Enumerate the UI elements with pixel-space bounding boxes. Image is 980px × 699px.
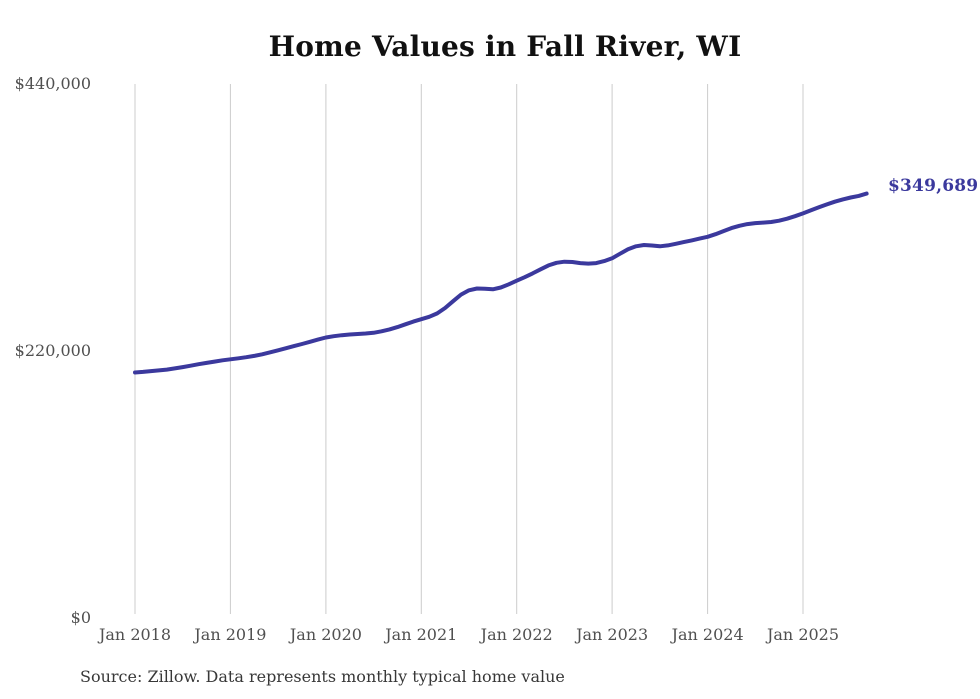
y-tick-label: $0 [70,608,91,627]
source-note: Source: Zillow. Data represents monthly … [80,667,565,686]
x-tick-label: Jan 2018 [98,625,172,644]
latest-value-label: $349,689 [888,176,979,196]
x-tick-label: Jan 2023 [576,625,649,644]
x-tick-label: Jan 2022 [480,625,553,644]
chart-title: Home Values in Fall River, WI [268,30,742,63]
x-tick-label: Jan 2024 [671,625,744,644]
y-tick-label: $440,000 [14,74,91,93]
home-value-line [133,191,869,375]
x-tick-label: Jan 2025 [766,625,840,644]
x-tick-label: Jan 2019 [194,625,267,644]
vertical-gridlines [134,84,804,614]
y-tick-label: $220,000 [14,341,91,360]
x-tick-label: Jan 2020 [289,625,362,644]
x-tick-label: Jan 2021 [385,625,458,644]
